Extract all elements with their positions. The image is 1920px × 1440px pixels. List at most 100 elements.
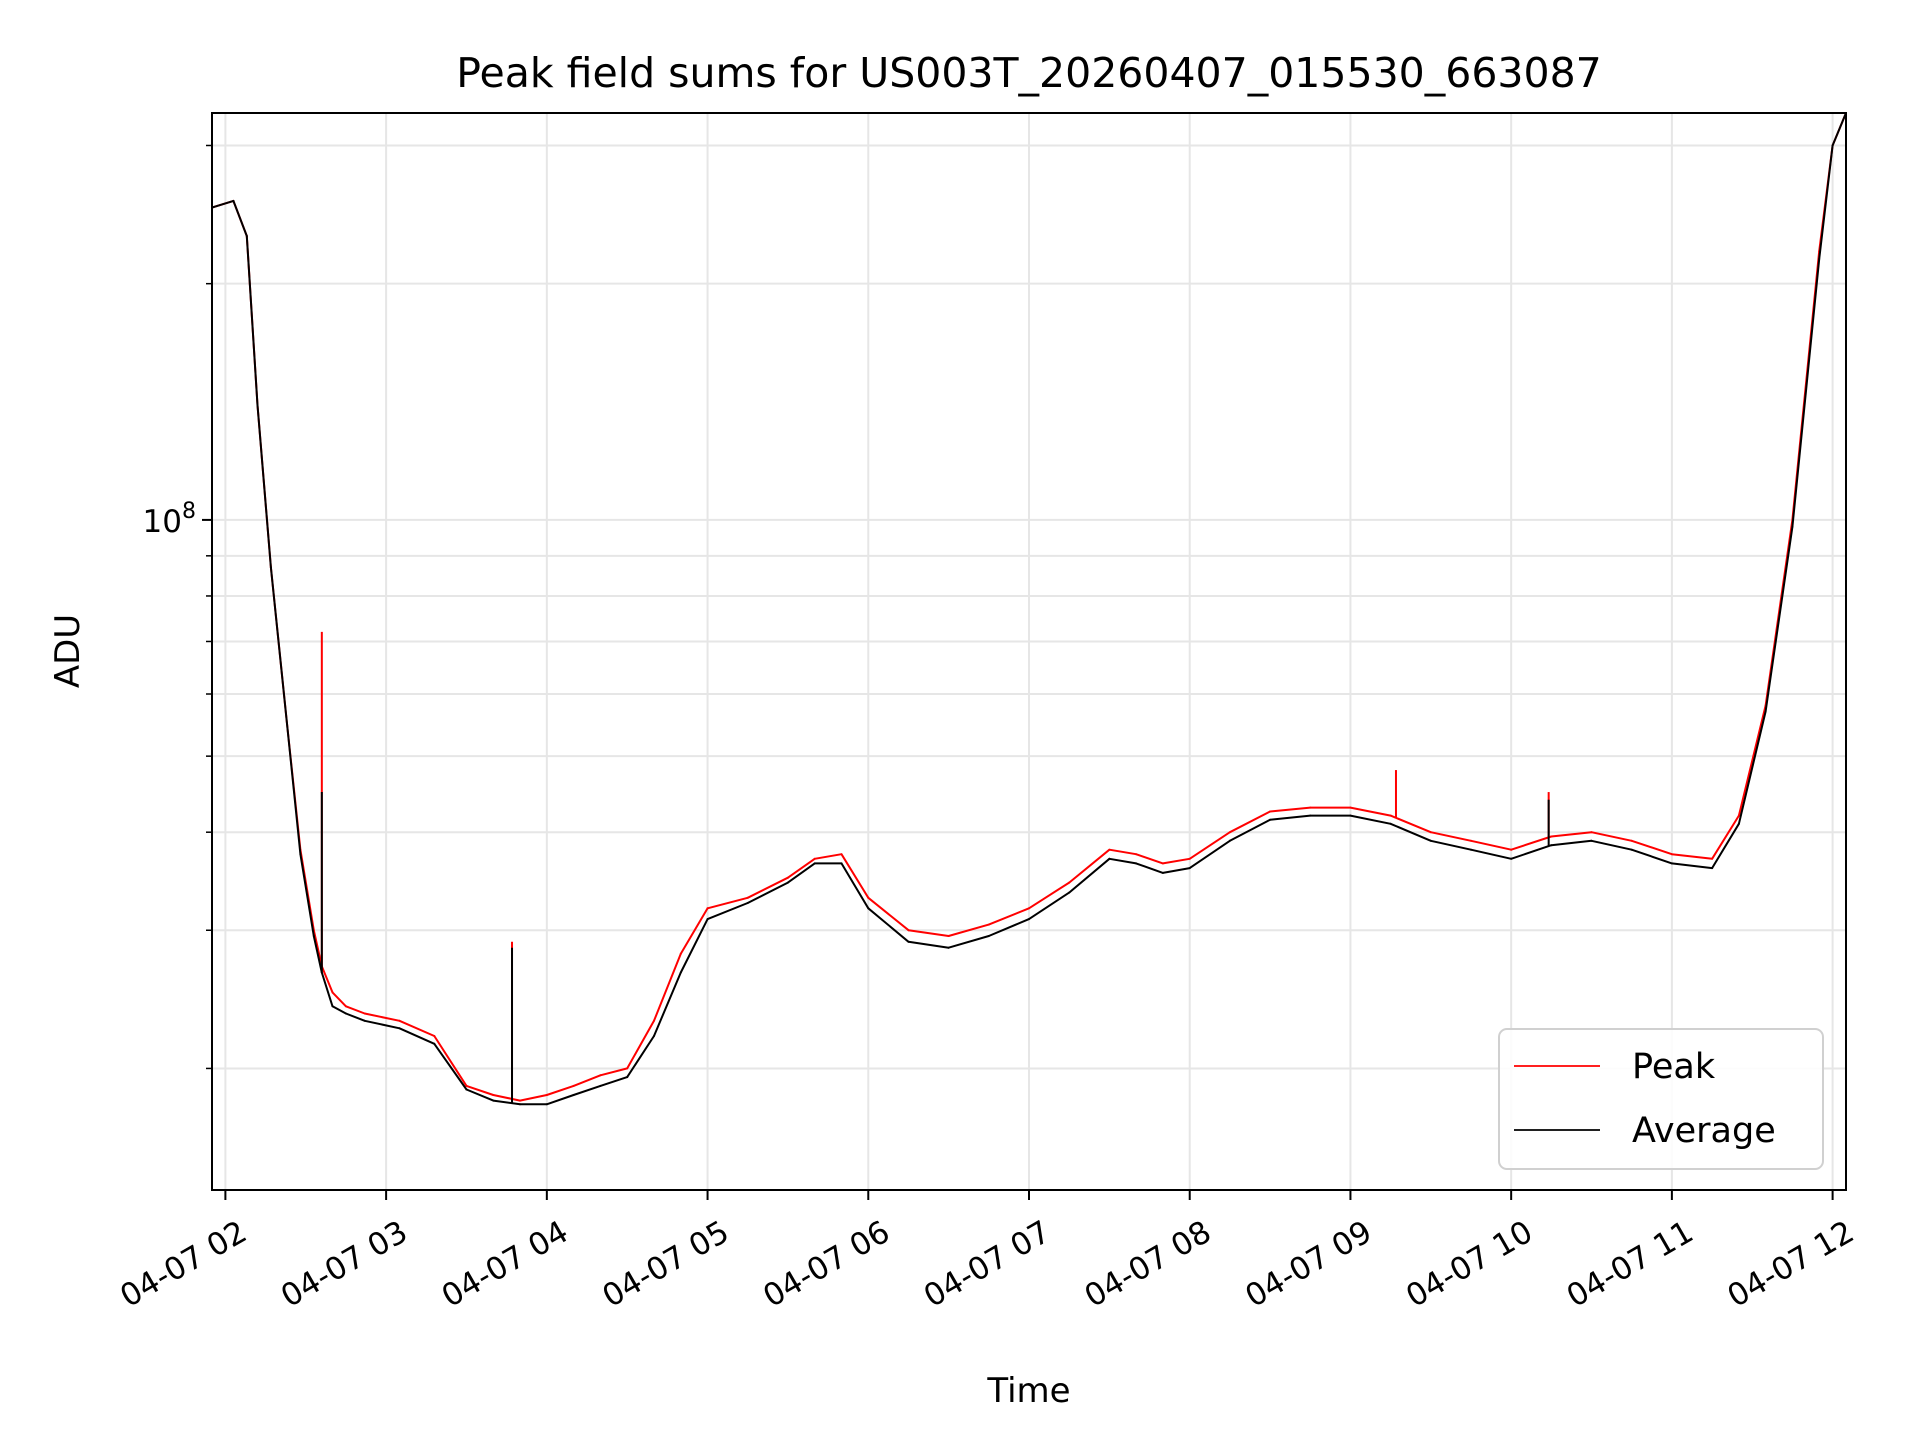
data-point-average	[1510, 857, 1513, 860]
data-point-average	[1269, 818, 1272, 821]
data-point-average	[545, 1103, 548, 1106]
data-point-average	[840, 862, 843, 865]
data-point-average	[947, 946, 950, 949]
data-point-peak	[1028, 907, 1030, 910]
data-point-average	[1389, 822, 1392, 825]
data-point-peak	[492, 1094, 495, 1096]
data-point-peak	[1135, 853, 1138, 856]
data-point-peak	[1670, 853, 1673, 856]
data-point-peak	[987, 923, 990, 926]
data-point-average	[1429, 839, 1432, 842]
data-point-peak	[1108, 848, 1111, 851]
data-point-average	[1831, 144, 1834, 147]
grid	[212, 113, 1846, 1190]
data-point-peak	[465, 1084, 468, 1087]
data-point-average	[1068, 891, 1071, 894]
data-point-average	[433, 1042, 436, 1045]
data-point-average	[679, 971, 682, 974]
data-point-average	[599, 1084, 602, 1087]
legend-box	[1498, 1028, 1824, 1170]
data-point-peak	[545, 1094, 548, 1096]
data-point-average	[1737, 822, 1740, 825]
data-point-average	[1470, 848, 1472, 851]
data-point-peak	[786, 876, 789, 879]
data-point-average	[653, 1035, 655, 1037]
data-point-average	[519, 1103, 521, 1106]
data-point-peak	[1510, 848, 1513, 851]
data-point-peak	[1161, 862, 1164, 865]
data-point-average	[1550, 844, 1553, 847]
data-point-peak	[599, 1074, 602, 1077]
data-point-peak	[746, 896, 749, 899]
data-point-peak	[1068, 881, 1071, 884]
data-point-average	[269, 566, 272, 569]
data-point-average	[907, 940, 910, 943]
data-point-peak	[840, 853, 843, 856]
data-point-average	[312, 935, 315, 937]
data-point-average	[331, 1005, 334, 1008]
data-point-peak	[1269, 810, 1272, 813]
data-point-average	[1590, 839, 1593, 842]
legend: Peak Average	[1498, 1028, 1824, 1170]
data-point-peak	[363, 1012, 366, 1015]
y-tick-label: 108	[143, 499, 196, 540]
data-point-average	[1161, 871, 1164, 874]
data-point-average	[245, 235, 248, 237]
data-point-average	[465, 1088, 468, 1091]
data-point-average	[1818, 258, 1821, 260]
data-point-peak	[1228, 831, 1231, 834]
data-point-average	[363, 1019, 366, 1022]
data-point-peak	[1389, 814, 1392, 817]
y-axis-label: ADU	[48, 614, 88, 688]
data-point-peak	[947, 935, 950, 937]
data-point-peak	[1550, 835, 1553, 838]
data-point-peak	[331, 991, 334, 994]
data-point-average	[1630, 848, 1633, 851]
data-point-average	[1349, 814, 1352, 817]
data-point-average	[786, 881, 789, 884]
data-point-peak	[813, 857, 816, 860]
data-point-peak	[706, 907, 709, 910]
legend-label-average: Average	[1632, 1111, 1776, 1151]
data-point-peak	[1630, 839, 1633, 842]
data-point-average	[867, 907, 870, 910]
data-point-average	[256, 404, 259, 407]
data-point-peak	[907, 929, 910, 932]
data-point-average	[286, 722, 288, 725]
data-point-average	[626, 1076, 629, 1079]
data-point-peak	[626, 1067, 629, 1070]
data-point-peak	[398, 1019, 401, 1022]
data-point-average	[232, 199, 235, 202]
data-point-average	[1108, 857, 1111, 860]
data-point-peak	[653, 1019, 655, 1022]
data-point-average	[706, 918, 709, 921]
data-point-peak	[1349, 806, 1352, 809]
data-point-average	[1791, 525, 1794, 528]
data-point-average	[1711, 867, 1714, 870]
legend-label-peak: Peak	[1632, 1047, 1716, 1087]
data-point-peak	[572, 1084, 575, 1087]
data-point-peak	[867, 896, 870, 899]
data-point-peak	[519, 1099, 521, 1102]
data-point-average	[1188, 867, 1191, 870]
data-point-average	[1670, 862, 1673, 865]
x-axis-label: Time	[986, 1371, 1070, 1411]
chart-title: Peak field sums for US003T_20260407_0155…	[456, 49, 1602, 97]
data-point-average	[1309, 814, 1312, 817]
data-point-average	[299, 853, 302, 856]
data-point-average	[492, 1099, 495, 1102]
data-point-peak	[679, 952, 682, 955]
data-point-average	[746, 902, 749, 904]
data-point-average	[398, 1027, 401, 1030]
data-point-average	[987, 935, 990, 937]
data-point-peak	[1470, 839, 1472, 842]
data-point-peak	[344, 1005, 347, 1008]
data-point-peak	[1590, 831, 1593, 834]
data-point-average	[1028, 918, 1030, 921]
data-point-average	[813, 862, 816, 865]
data-point-average	[1764, 710, 1767, 713]
data-point-average	[1228, 839, 1231, 842]
data-point-peak	[1711, 857, 1714, 860]
